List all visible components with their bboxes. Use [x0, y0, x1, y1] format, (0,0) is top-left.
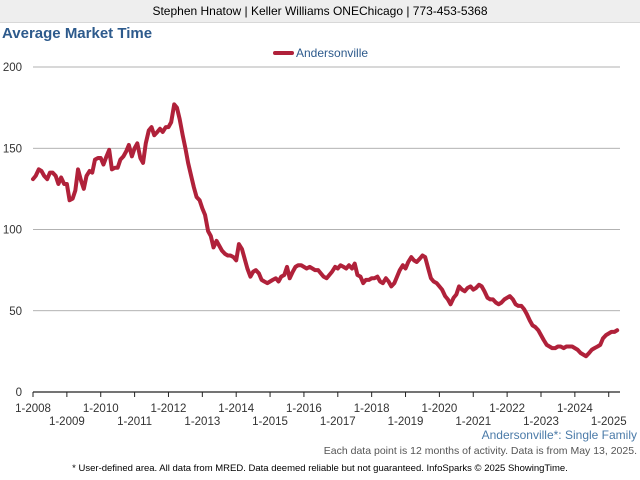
x-tick-label: 1-2009	[49, 416, 85, 428]
y-tick-label: 50	[9, 306, 22, 318]
x-tick-label: 1-2016	[286, 403, 322, 415]
y-tick-label: 0	[16, 387, 22, 399]
x-tick-label: 1-2012	[151, 403, 187, 415]
footer-disclaimer: * User-defined area. All data from MRED.…	[72, 463, 568, 474]
x-tick-label: 1-2021	[455, 416, 491, 428]
data-note: Each data point is 12 months of activity…	[324, 445, 637, 457]
x-tick-label: 1-2011	[117, 416, 152, 428]
y-tick-label: 150	[3, 143, 22, 155]
x-tick-label: 1-2013	[184, 416, 220, 428]
axes: 0501001502001-20081-20091-20101-20111-20…	[3, 62, 627, 428]
x-tick-label: 1-2025	[591, 416, 627, 428]
chart-title: Average Market Time	[2, 25, 153, 42]
x-tick-label: 1-2023	[523, 416, 559, 428]
agent-contact-bar: Stephen Hnatow | Keller Williams ONEChic…	[0, 0, 640, 23]
y-tick-label: 200	[3, 62, 22, 74]
x-tick-label: 1-2008	[15, 403, 51, 415]
agent-contact-text: Stephen Hnatow | Keller Williams ONEChic…	[152, 4, 488, 18]
y-tick-label: 100	[3, 225, 22, 237]
x-tick-label: 1-2010	[83, 403, 119, 415]
series-layer	[31, 102, 620, 359]
x-tick-label: 1-2018	[354, 403, 390, 415]
x-tick-label: 1-2024	[557, 403, 593, 415]
series-line-andersonville	[31, 102, 620, 359]
gridlines	[33, 66, 620, 312]
x-tick-label: 1-2019	[388, 416, 424, 428]
x-tick-label: 1-2015	[252, 416, 288, 428]
x-tick-label: 1-2022	[489, 403, 525, 415]
x-tick-label: 1-2017	[320, 416, 356, 428]
legend-label-andersonville: Andersonville	[296, 46, 368, 60]
x-tick-label: 1-2020	[421, 403, 457, 415]
legend[interactable]: Andersonville	[273, 46, 368, 60]
subject-label: Andersonville*: Single Family	[482, 428, 637, 442]
x-tick-label: 1-2014	[218, 403, 254, 415]
chart-notes: Andersonville*: Single Family Each data p…	[324, 428, 637, 457]
